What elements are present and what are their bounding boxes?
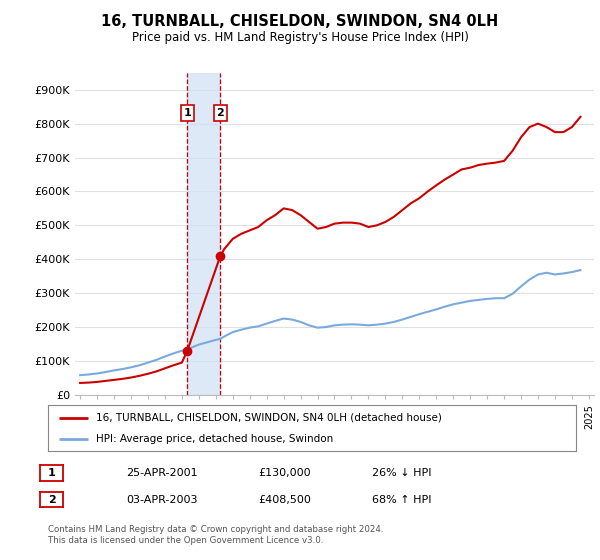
Text: Price paid vs. HM Land Registry's House Price Index (HPI): Price paid vs. HM Land Registry's House … xyxy=(131,31,469,44)
Text: HPI: Average price, detached house, Swindon: HPI: Average price, detached house, Swin… xyxy=(95,435,333,444)
Text: £408,500: £408,500 xyxy=(258,494,311,505)
Text: 26% ↓ HPI: 26% ↓ HPI xyxy=(372,468,431,478)
Bar xyxy=(187,73,220,395)
Text: 1: 1 xyxy=(184,108,191,118)
Text: 25-APR-2001: 25-APR-2001 xyxy=(126,468,197,478)
Text: Contains HM Land Registry data © Crown copyright and database right 2024.
This d: Contains HM Land Registry data © Crown c… xyxy=(48,525,383,545)
Text: 1: 1 xyxy=(48,468,55,478)
Text: 16, TURNBALL, CHISELDON, SWINDON, SN4 0LH: 16, TURNBALL, CHISELDON, SWINDON, SN4 0L… xyxy=(101,14,499,29)
Text: 03-APR-2003: 03-APR-2003 xyxy=(126,494,197,505)
Text: 2: 2 xyxy=(217,108,224,118)
Text: 16, TURNBALL, CHISELDON, SWINDON, SN4 0LH (detached house): 16, TURNBALL, CHISELDON, SWINDON, SN4 0L… xyxy=(95,413,442,423)
Text: 68% ↑ HPI: 68% ↑ HPI xyxy=(372,494,431,505)
Text: 2: 2 xyxy=(48,494,55,505)
Text: £130,000: £130,000 xyxy=(258,468,311,478)
